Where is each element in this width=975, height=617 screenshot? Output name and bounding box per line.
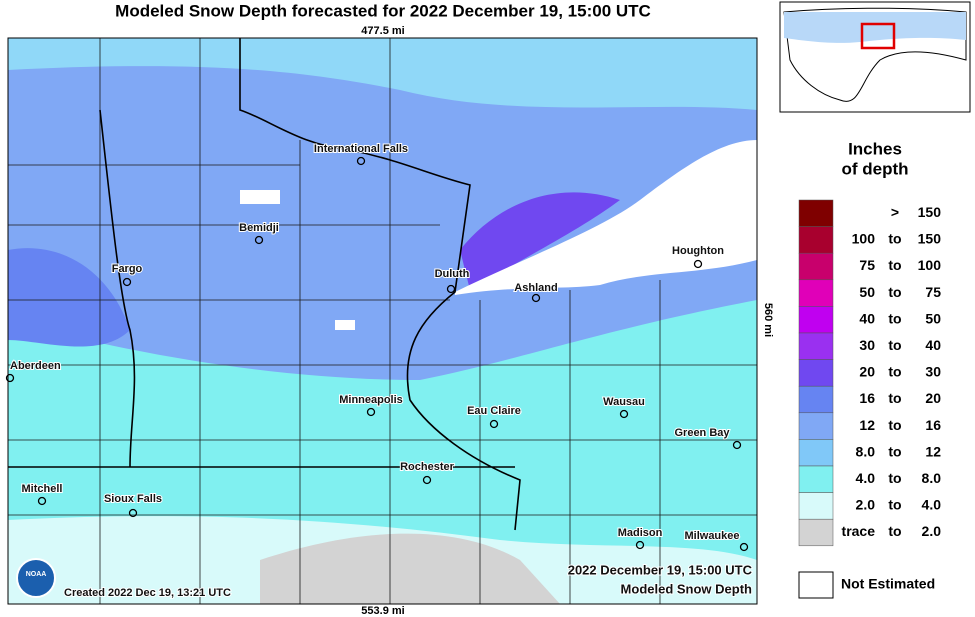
legend-title: of depth [841, 159, 908, 178]
city-label: International Falls [314, 143, 408, 155]
city-marker [254, 235, 264, 245]
legend-to: 4.0 [922, 497, 942, 513]
legend-to: 8.0 [922, 470, 942, 486]
legend-sep: to [888, 310, 901, 326]
legend-to: 2.0 [922, 523, 942, 539]
legend-swatch [798, 359, 834, 387]
legend-from: 2.0 [856, 497, 876, 513]
legend-to: 50 [925, 310, 941, 326]
legend-sep: to [888, 257, 901, 273]
city-label: Minneapolis [339, 394, 403, 406]
legend-from: 8.0 [856, 443, 876, 459]
legend-to: 30 [925, 364, 941, 380]
city-label: Bemidji [239, 222, 279, 234]
legend-sep: to [888, 443, 901, 459]
legend-from: trace [842, 523, 876, 539]
legend-swatch [798, 252, 834, 281]
title: Modeled Snow Depth forecasted for 2022 D… [115, 1, 651, 20]
legend-sep: to [888, 284, 901, 300]
legend-swatch [798, 439, 834, 467]
legend-swatch [798, 306, 834, 334]
noaa-logo [16, 558, 56, 598]
side-scale: 560 mi [762, 303, 774, 337]
city-marker [37, 496, 47, 506]
legend-from: 30 [859, 337, 875, 353]
city-marker [739, 542, 749, 552]
legend-swatch [798, 518, 834, 547]
legend-swatch [798, 492, 834, 520]
legend-from: 50 [859, 284, 875, 300]
legend-swatch [798, 465, 834, 493]
inset-map [779, 1, 971, 113]
legend-from: 75 [859, 257, 875, 273]
legend-to: 75 [925, 284, 941, 300]
legend-to: 100 [918, 257, 942, 273]
city-label: Rochester [400, 461, 455, 473]
city-label: Wausau [603, 396, 645, 408]
legend-sep: to [888, 497, 901, 513]
legend-swatch [798, 412, 834, 440]
not-estimated-label: Not Estimated [841, 576, 935, 592]
legend-swatch [798, 199, 834, 227]
legend-sep: to [888, 337, 901, 353]
legend-to: 20 [925, 390, 941, 406]
legend-to: 150 [918, 231, 942, 247]
legend-sep: to [888, 470, 901, 486]
bottom-scale: 553.9 mi [361, 605, 404, 617]
legend-swatch [798, 279, 834, 307]
legend-op: > [891, 204, 899, 220]
created: Created 2022 Dec 19, 13:21 UTC [64, 587, 231, 599]
legend-from: 12 [859, 417, 875, 433]
legend-sep: to [888, 231, 901, 247]
city-label: Fargo [112, 263, 143, 275]
city-marker [531, 293, 541, 303]
city-marker [619, 409, 629, 419]
legend-sep: to [888, 364, 901, 380]
legend-from: 4.0 [856, 470, 876, 486]
city-label: Madison [618, 527, 663, 539]
not-estimated-swatch [798, 571, 834, 599]
city-label: Ashland [514, 282, 557, 294]
map: NOAA [7, 37, 758, 605]
city-label: Sioux Falls [104, 493, 162, 505]
legend-from: 40 [859, 310, 875, 326]
city-label: Duluth [435, 268, 470, 280]
city-label: Green Bay [674, 427, 730, 439]
legend-sep: to [888, 417, 901, 433]
legend-title: Inches [848, 139, 902, 158]
city-label: Milwaukee [684, 530, 739, 542]
top-scale: 477.5 mi [361, 25, 404, 37]
legend-to: 40 [925, 337, 941, 353]
city-label: Houghton [672, 245, 724, 257]
city-label: Eau Claire [467, 405, 521, 417]
legend-from: 16 [859, 390, 875, 406]
city-marker [422, 475, 432, 485]
legend-sep: to [888, 390, 901, 406]
city-marker [128, 508, 138, 518]
legend-to: 16 [925, 417, 941, 433]
city-label: Mitchell [22, 483, 63, 495]
city-marker [732, 440, 742, 450]
city-marker [635, 540, 645, 550]
legend-swatch [798, 385, 834, 414]
valid-time: 2022 December 19, 15:00 UTC [568, 562, 753, 577]
city-marker [356, 156, 366, 166]
legend-to: 12 [925, 443, 941, 459]
city-marker [446, 284, 456, 294]
legend-swatch [798, 226, 834, 254]
city-label: Aberdeen [10, 360, 61, 372]
legend-from: 20 [859, 364, 875, 380]
logo-text: NOAA [26, 571, 47, 578]
city-marker [5, 373, 15, 383]
legend-sep: to [888, 523, 901, 539]
legend-from: 100 [852, 231, 876, 247]
legend-value: 150 [918, 204, 942, 220]
city-marker [693, 259, 703, 269]
city-marker [122, 277, 132, 287]
product: Modeled Snow Depth [621, 581, 753, 596]
city-marker [489, 419, 499, 429]
city-marker [366, 407, 376, 417]
legend-swatch [798, 332, 834, 360]
